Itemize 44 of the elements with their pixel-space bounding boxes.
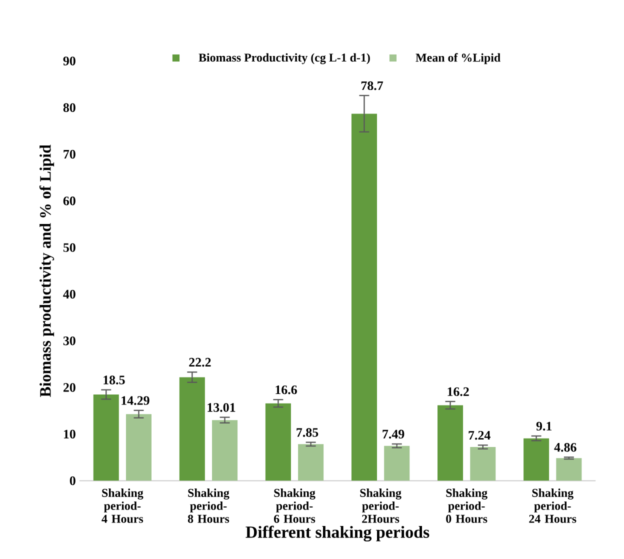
y-tick-label: 10 — [64, 430, 76, 439]
bar — [438, 405, 464, 481]
y-tick-label: 70 — [64, 150, 76, 159]
data-label: 16.2 — [448, 387, 469, 396]
data-label: 7.24 — [468, 431, 490, 440]
y-tick-label: 0 — [70, 476, 76, 486]
bar — [384, 446, 410, 481]
data-label: 16.6 — [276, 386, 297, 394]
x-tick-label: Shaking period- 8 Hours — [188, 488, 230, 524]
x-tick-label: Shaking period- 24 Hours — [529, 488, 576, 524]
bar — [524, 438, 550, 481]
x-axis-title: Different shaking periods — [246, 526, 430, 542]
data-label: 7.85 — [296, 428, 318, 438]
bar — [93, 394, 119, 481]
legend-label: Mean of %Lipid — [416, 53, 500, 64]
x-tick-label: Shaking period- 4 Hours — [102, 488, 144, 524]
y-axis-title: Biomass productivity and % of Lipid — [39, 144, 54, 398]
bar — [351, 114, 377, 481]
bar — [470, 447, 496, 481]
bar — [265, 403, 291, 481]
data-label: 7.49 — [382, 430, 404, 439]
y-tick-label: 90 — [63, 56, 76, 66]
data-label: 22.2 — [189, 358, 211, 367]
x-tick-label: Shaking period-2Hours — [360, 488, 402, 524]
y-tick-label: 80 — [63, 103, 76, 112]
data-label: 4.86 — [554, 443, 576, 452]
bar — [556, 458, 582, 481]
data-label: 18.5 — [104, 376, 125, 385]
y-tick-label: 50 — [63, 243, 76, 252]
legend-label: Biomass Productivity (cg L-1 d-1) — [198, 53, 370, 64]
bar — [179, 377, 205, 481]
data-label: 14.29 — [122, 396, 150, 406]
x-tick-label: Shaking period- 0 Hours — [446, 488, 488, 524]
bar — [298, 444, 324, 481]
data-label: 9.1 — [536, 422, 552, 431]
bar — [126, 414, 152, 481]
y-tick-label: 20 — [63, 383, 76, 392]
data-label: 13.01 — [208, 403, 236, 412]
data-label: 78.7 — [361, 81, 384, 90]
y-tick-label: 30 — [63, 336, 76, 346]
y-tick-label: 60 — [63, 196, 76, 206]
x-tick-label: Shaking period- 6 Hours — [274, 488, 316, 524]
y-tick-label: 40 — [63, 290, 76, 299]
bar — [212, 420, 238, 481]
